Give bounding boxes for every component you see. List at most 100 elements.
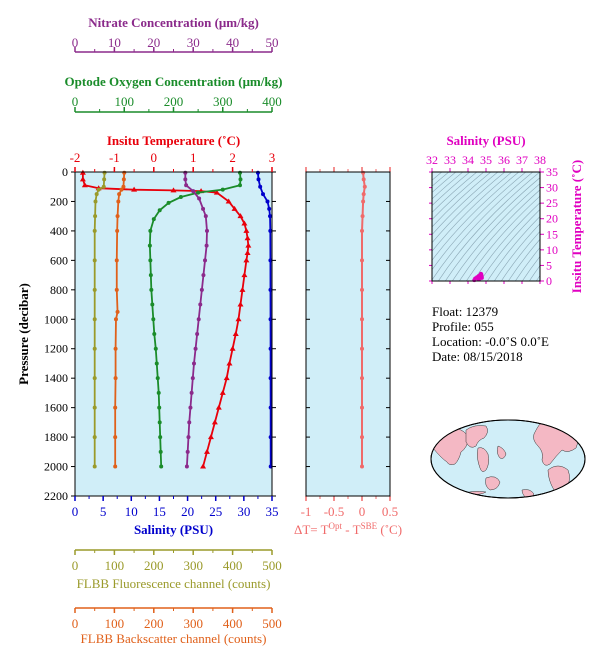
point-fluorescence	[92, 464, 97, 469]
world-map	[430, 419, 586, 499]
point-backscatter	[114, 258, 119, 263]
point-salinity	[267, 206, 272, 211]
point-nitrate	[204, 228, 209, 233]
backscatter-tick-label: 0	[72, 616, 79, 631]
ts-x-tick-label: 32	[426, 153, 438, 167]
point-temperature	[131, 186, 138, 192]
dt-plot-area	[306, 172, 390, 496]
point-backscatter	[113, 317, 118, 322]
oxygen-tick-label: 0	[72, 94, 79, 109]
ts-y-tick-label: 25	[546, 196, 558, 210]
series-line-fluorescence	[93, 172, 106, 467]
point-oxygen	[157, 405, 162, 410]
ts-x-tick-label: 38	[534, 153, 546, 167]
point-nitrate	[198, 302, 203, 307]
point-salinity	[268, 258, 273, 263]
salinity-axis-title: Salinity (PSU)	[134, 522, 213, 537]
ts-point	[476, 277, 481, 282]
ts-point	[479, 275, 484, 280]
ts-x-tick-label: 37	[516, 153, 528, 167]
point-temperature	[215, 404, 222, 410]
isopycnal-line	[486, 216, 540, 281]
dt-point	[361, 192, 366, 197]
y-tick-label: 200	[50, 194, 68, 208]
delta-t-plot: -1 -0.5 0 0.5 ΔT= TOpt - TSBE (˚C)	[294, 167, 402, 537]
point-temperature	[213, 189, 220, 195]
point-oxygen	[158, 435, 163, 440]
profile-number: Profile: 055	[432, 319, 494, 334]
point-fluorescence	[93, 214, 98, 219]
ts-x-tick-label: 35	[480, 153, 492, 167]
oxygen-tick-label: 200	[164, 94, 184, 109]
y-tick-label: 0	[62, 165, 68, 179]
point-backscatter	[121, 177, 126, 182]
temperature-axis-title: Insitu Temperature (˚C)	[107, 133, 240, 148]
temperature-tick-label: -1	[109, 150, 120, 165]
point-nitrate	[203, 258, 208, 263]
ts-y-tick-label: 5	[546, 258, 552, 272]
temperature-tick-label: 3	[269, 150, 276, 165]
dt-axis-title-part: ΔT= T	[294, 522, 329, 537]
plot-area	[75, 172, 272, 496]
point-temperature	[243, 227, 250, 233]
point-oxygen	[148, 273, 153, 278]
dt-axis-title-part: (˚C)	[377, 522, 402, 537]
salinity-tick-label: 10	[125, 504, 138, 519]
dt-axis-title: ΔT= TOpt - TSBE (˚C)	[294, 521, 402, 537]
profile-plot: 0200400600800100012001400160018002000220…	[16, 15, 282, 646]
isopycnal-line	[514, 247, 540, 281]
nitrate-axis-title: Nitrate Concentration (μm/kg)	[88, 15, 259, 30]
point-temperature	[243, 257, 250, 263]
point-nitrate	[191, 361, 196, 366]
map-continent	[485, 476, 501, 491]
point-backscatter	[113, 405, 118, 410]
isopycnal-line	[432, 172, 492, 228]
dt-point	[360, 376, 364, 381]
nitrate-tick-label: 40	[226, 35, 239, 50]
fluorescence-axis-title: FLBB Fluorescence channel (counts)	[77, 576, 271, 591]
dt-point	[360, 405, 364, 410]
ts-x-axis-title: Salinity (PSU)	[446, 133, 525, 148]
fluorescence-tick-label: 100	[105, 558, 125, 573]
ts-x-tick-label: 33	[444, 153, 456, 167]
point-backscatter	[122, 170, 127, 175]
ts-isopycnals	[432, 172, 540, 281]
isopycnal-line	[458, 189, 540, 281]
dt-tick-label: 0.5	[382, 504, 398, 519]
isopycnal-line	[432, 172, 499, 236]
ts-y-tick-label: 20	[546, 212, 558, 226]
point-temperature	[219, 389, 226, 395]
point-temperature	[79, 176, 86, 182]
isopycnal-line	[432, 172, 520, 261]
y-axis-label: Pressure (decibar)	[16, 283, 31, 385]
ts-y-axis-title: Insitu Temperature (˚C)	[569, 160, 584, 293]
point-temperature	[207, 434, 214, 440]
point-oxygen	[166, 200, 171, 205]
point-nitrate	[201, 206, 206, 211]
backscatter-tick-label: 300	[183, 616, 203, 631]
point-backscatter	[115, 214, 120, 219]
point-oxygen	[152, 332, 157, 336]
fluorescence-tick-label: 0	[72, 558, 79, 573]
dt-axis-title-sup: SBE	[361, 521, 378, 531]
point-nitrate	[191, 189, 196, 194]
point-temperature	[229, 345, 236, 351]
point-oxygen	[151, 317, 156, 322]
backscatter-tick-label: 400	[223, 616, 243, 631]
point-backscatter	[117, 192, 122, 197]
point-nitrate	[195, 332, 200, 336]
dt-axis-title-part: - T	[342, 522, 361, 537]
ts-y-tick-label: 10	[546, 243, 558, 257]
series-line-salinity	[257, 172, 272, 467]
y-tick-label: 2200	[44, 489, 68, 503]
dt-tick-label: 0	[359, 504, 366, 519]
dt-tick-label: -1	[301, 504, 312, 519]
salinity-tick-label: 5	[100, 504, 107, 519]
salinity-tick-label: 35	[266, 504, 279, 519]
ts-plot-frame	[431, 171, 541, 282]
backscatter-tick-label: 100	[105, 616, 125, 631]
isopycnal-line	[432, 172, 527, 271]
point-fluorescence	[93, 199, 98, 204]
point-nitrate	[186, 435, 191, 440]
